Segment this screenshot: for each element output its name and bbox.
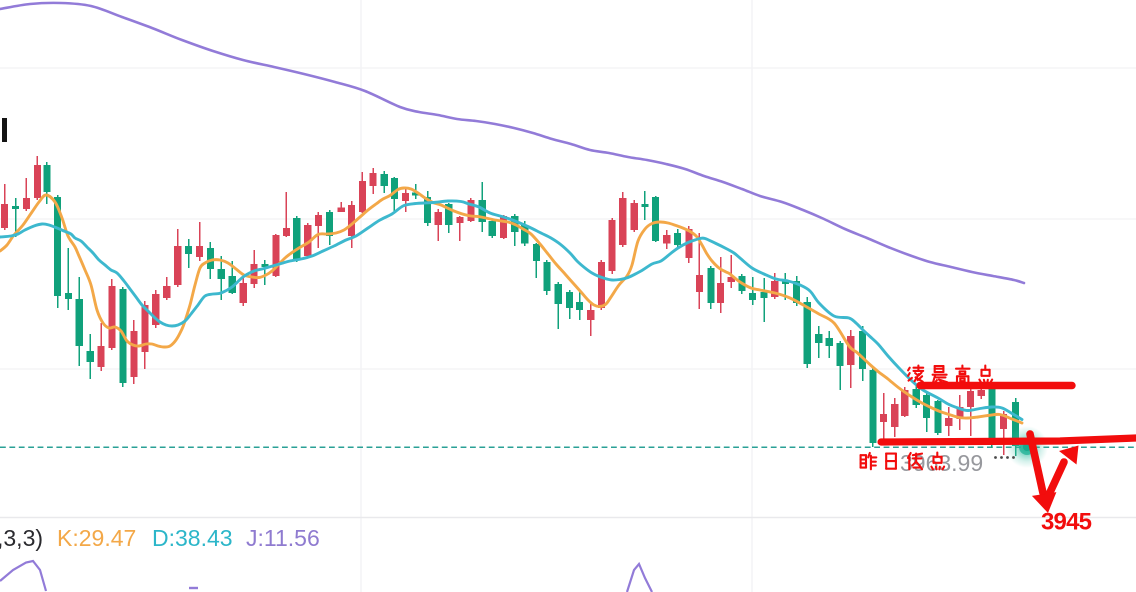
svg-text:D:38.43: D:38.43 [152, 525, 233, 551]
svg-text:K:29.47: K:29.47 [57, 525, 136, 551]
svg-text:J:11.56: J:11.56 [246, 525, 320, 551]
svg-text:3945: 3945 [1041, 509, 1092, 536]
svg-text:,3,3): ,3,3) [0, 525, 43, 551]
